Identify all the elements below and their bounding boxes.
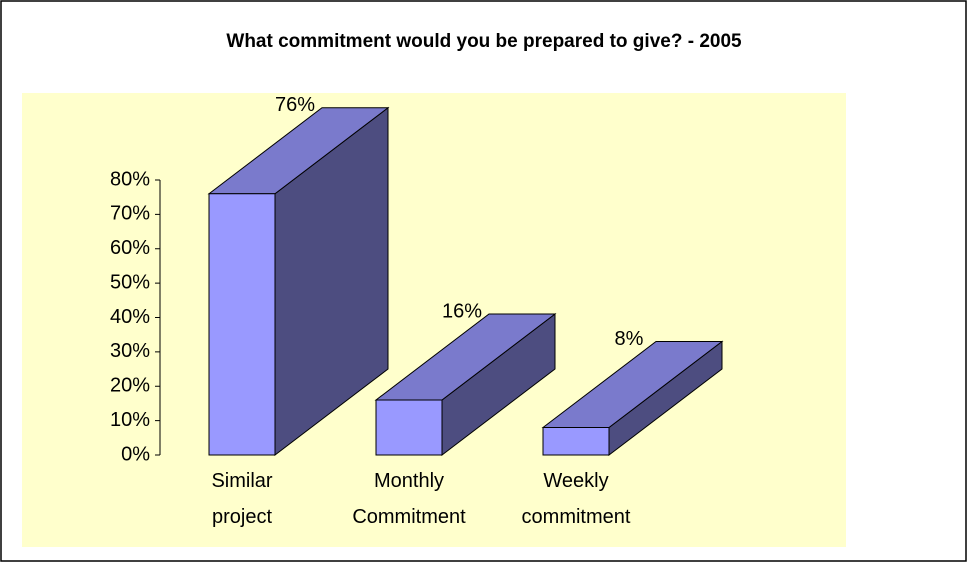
data-label: 16%	[442, 300, 482, 322]
x-tick-label: Monthly Commitment	[352, 470, 466, 528]
chart-title: What commitment would you be prepared to…	[226, 31, 742, 52]
y-tick-label: 70%	[110, 203, 150, 225]
y-tick-label: 60%	[110, 237, 150, 259]
y-tick-label: 10%	[110, 409, 150, 431]
y-tick-label: 20%	[110, 375, 150, 397]
data-label: 76%	[275, 94, 315, 116]
y-tick-label: 40%	[110, 306, 150, 328]
y-tick-label: 80%	[110, 168, 150, 190]
x-tick-label: Similar project	[211, 470, 273, 528]
bar-front	[375, 399, 443, 456]
y-tick-label: 50%	[110, 271, 150, 293]
y-tick-label: 0%	[121, 443, 150, 465]
y-tick-label: 30%	[110, 340, 150, 362]
data-label: 8%	[615, 328, 644, 350]
bar-front	[208, 193, 276, 456]
plot-area	[22, 93, 846, 547]
bar-front	[542, 427, 610, 456]
x-tick-label: Weekly commitment	[521, 470, 631, 528]
